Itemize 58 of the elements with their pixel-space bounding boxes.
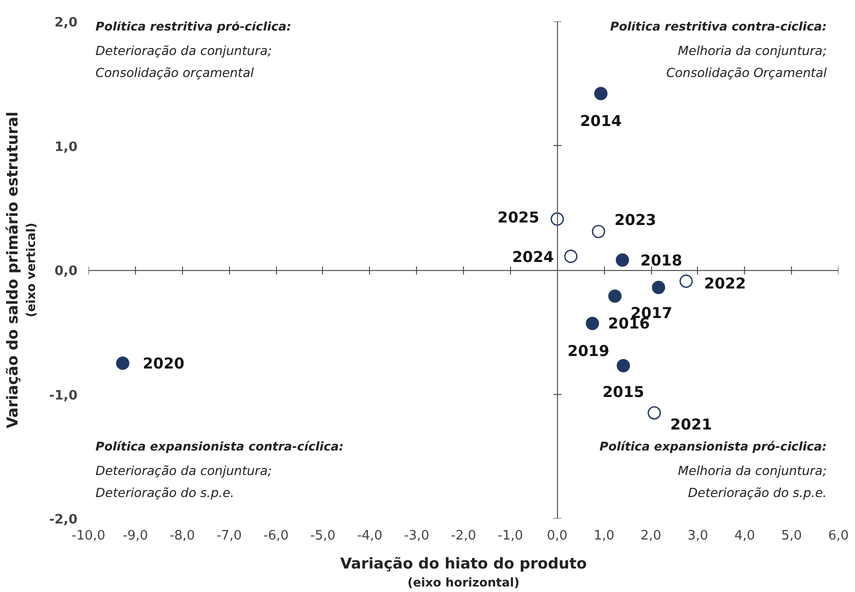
annotation: 2021	[670, 415, 712, 434]
x-tick-label: 0,0	[546, 528, 568, 544]
annotation: Consolidação orçamental	[96, 64, 254, 80]
annotation: 2019	[568, 342, 610, 360]
x-tick-label: -6,0	[263, 528, 289, 544]
x-tick-label: -10,0	[72, 528, 106, 544]
x-axis-title: Variação do hiato do produto	[340, 554, 587, 572]
annotation: 2014	[580, 112, 622, 130]
x-tick-label: -2,0	[450, 528, 476, 544]
x-tick-label: -7,0	[216, 528, 242, 544]
annotation: 2015	[602, 383, 644, 402]
annotation: Política expansionista pró-ciclica:	[600, 439, 827, 454]
annotation: Deterioração do s.p.e.	[688, 484, 827, 500]
point	[652, 280, 666, 294]
annotation: 2023	[614, 210, 656, 229]
point	[592, 224, 606, 238]
x-tick-label: -8,0	[170, 528, 195, 544]
annotation: Deterioração do s.p.e.	[96, 484, 234, 500]
annotation: Melhoria da conjuntura;	[678, 42, 827, 58]
x-tick-label: 3,0	[688, 528, 708, 544]
x-tick-label: -9,0	[122, 528, 148, 544]
x-tick-label: -3,0	[404, 528, 430, 544]
annotation: 2020	[142, 354, 184, 373]
x-tick-label: -4,0	[357, 528, 382, 544]
text: (eixo horizontal)	[408, 576, 520, 590]
point	[616, 253, 630, 267]
annotation: Política expansionista contra-cíclica:	[96, 439, 344, 454]
annotation: Melhoria da conjuntura;	[678, 462, 827, 478]
x-tick-label: 1,0	[594, 528, 614, 544]
annotation: Deterioração da conjuntura;	[96, 42, 272, 58]
annotation: 2024	[512, 248, 554, 266]
y-tick-label: 0,0	[54, 264, 78, 279]
text: (eixo vertical)	[24, 222, 38, 318]
annotation: 2022	[704, 274, 746, 293]
point	[564, 250, 578, 263]
y-tick-label: -2,0	[49, 512, 78, 528]
point	[680, 274, 693, 288]
point	[648, 406, 661, 420]
x-tick-label: 5,0	[781, 528, 802, 544]
annotation: Deterioração da conjuntura;	[96, 462, 272, 478]
point	[586, 316, 600, 330]
y-axis-title: Variação do saldo primário estrutural	[4, 112, 22, 428]
point	[550, 212, 564, 226]
point	[608, 289, 622, 303]
y-tick-label: -1,0	[49, 388, 78, 404]
point	[116, 356, 130, 370]
y-tick-label: 1,0	[54, 140, 78, 155]
annotation: 2018	[640, 252, 682, 270]
x-tick-label: 4,0	[734, 528, 756, 544]
annotation: Consolidação Orçamental	[666, 64, 828, 80]
x-tick-label: 2,0	[640, 528, 662, 544]
x-tick-label: -5,0	[310, 528, 336, 544]
x-tick-label: -1,0	[498, 528, 524, 544]
point	[594, 86, 608, 100]
annotation: 2025	[498, 208, 540, 227]
x-tick-label: 6,0	[828, 528, 849, 544]
point	[616, 359, 630, 372]
y-tick-label: 2,0	[54, 16, 78, 30]
